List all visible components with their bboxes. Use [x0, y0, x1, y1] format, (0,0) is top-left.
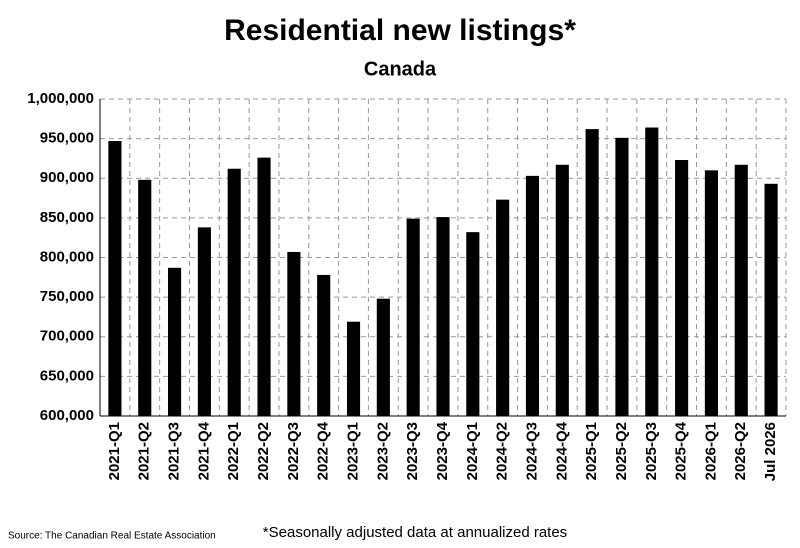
x-tick-label: 2021-Q1 [106, 422, 123, 480]
bar [675, 160, 689, 416]
bar [704, 170, 718, 416]
x-tick-label: Jul 2026 [762, 422, 779, 481]
bar [227, 168, 241, 416]
bar [257, 157, 271, 416]
y-tick-label: 750,000 [40, 288, 94, 305]
bar [108, 141, 122, 416]
y-tick-label: 700,000 [40, 328, 94, 345]
y-tick-label: 800,000 [40, 248, 94, 265]
x-tick-label: 2025-Q3 [643, 422, 660, 480]
x-tick-label: 2022-Q4 [315, 421, 332, 480]
chart-subtitle: Canada [364, 58, 437, 80]
bar [555, 164, 569, 416]
x-tick-label: 2022-Q3 [285, 422, 302, 480]
x-tick-label: 2023-Q3 [404, 422, 421, 480]
bar [585, 129, 599, 417]
bar [466, 232, 480, 416]
bar [406, 218, 420, 416]
footnote: *Seasonally adjusted data at annualized … [263, 524, 567, 541]
x-tick-label: 2021-Q4 [195, 421, 212, 480]
x-tick-label: 2021-Q3 [166, 422, 183, 480]
chart-title: Residential new listings* [224, 14, 576, 47]
x-tick-label: 2024-Q1 [464, 422, 481, 480]
y-tick-label: 950,000 [40, 130, 94, 147]
bar [734, 164, 748, 416]
bar [138, 179, 152, 416]
x-tick-label: 2022-Q1 [225, 422, 242, 480]
x-tick-label: 2026-Q2 [732, 422, 749, 480]
bar [525, 175, 540, 416]
x-tick-label: 2023-Q2 [374, 422, 391, 480]
bar [496, 199, 510, 416]
x-tick-label: 2025-Q2 [613, 422, 630, 480]
x-tick-label: 2023-Q4 [434, 421, 451, 480]
x-tick-label: 2026-Q1 [702, 422, 719, 480]
bar [615, 137, 629, 416]
x-tick-label: 2023-Q1 [344, 422, 361, 480]
bar [168, 267, 182, 416]
y-tick-label: 600,000 [40, 407, 94, 424]
x-tick-label: 2024-Q2 [494, 422, 511, 480]
bar [346, 321, 361, 416]
bar [376, 298, 390, 416]
x-tick-label: 2024-Q3 [523, 422, 540, 480]
x-tick-label: 2021-Q2 [136, 422, 153, 480]
x-tick-label: 2022-Q2 [255, 422, 272, 480]
bar [764, 183, 778, 416]
bar [436, 217, 450, 416]
bar [645, 127, 659, 416]
y-tick-label: 650,000 [40, 367, 94, 384]
x-tick-label: 2024-Q4 [553, 421, 570, 480]
bar [317, 274, 331, 416]
y-tick-label: 900,000 [40, 169, 94, 186]
x-tick-label: 2025-Q1 [583, 422, 600, 480]
x-tick-label: 2025-Q4 [673, 421, 690, 480]
y-tick-label: 1,000,000 [27, 90, 94, 107]
y-tick-label: 850,000 [40, 209, 94, 226]
bar [287, 251, 301, 416]
source: Source: The Canadian Real Estate Associa… [8, 531, 216, 542]
bar [197, 227, 211, 416]
